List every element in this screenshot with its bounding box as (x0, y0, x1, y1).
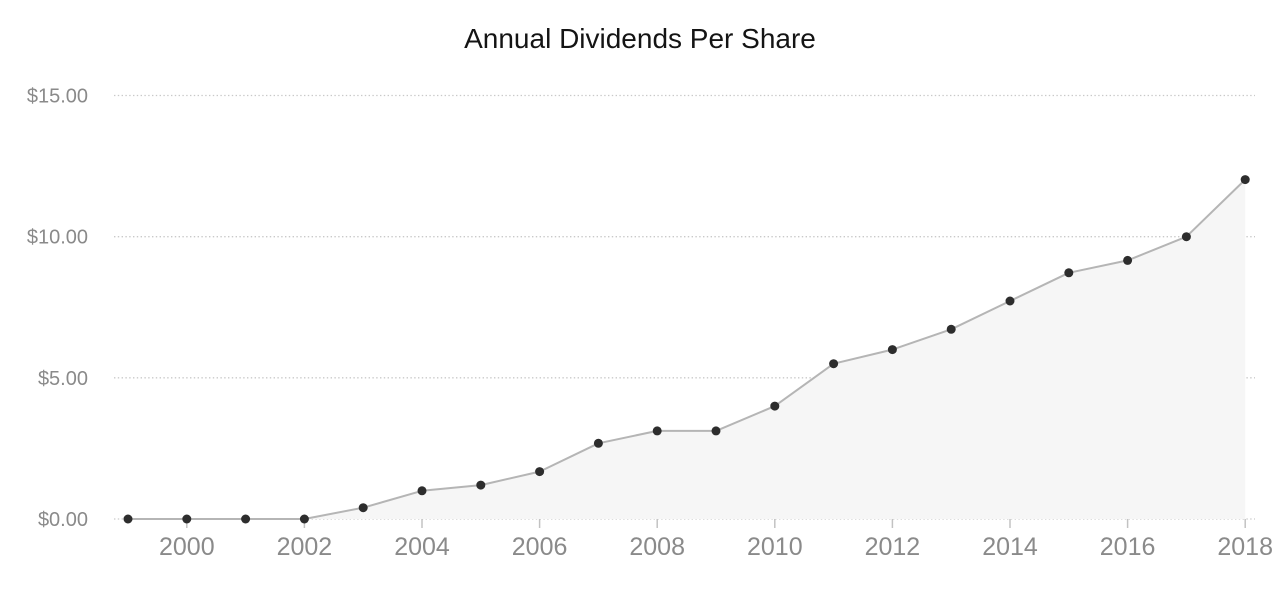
data-point-2012 (887, 345, 897, 355)
chart-title: Annual Dividends Per Share (464, 23, 816, 54)
data-point-2004 (417, 486, 427, 496)
series-layer (123, 175, 1250, 524)
series-area-fill (128, 179, 1246, 519)
y-axis-label-5: $5.00 (38, 368, 88, 390)
data-point-2006 (535, 467, 545, 477)
data-point-2003 (358, 503, 368, 513)
data-point-2011 (829, 359, 839, 369)
x-axis-label-2008: 2008 (629, 533, 685, 561)
x-axis-label-2004: 2004 (394, 533, 450, 561)
data-point-2015 (1064, 268, 1074, 278)
data-point-2009 (711, 426, 721, 436)
data-point-2008 (652, 426, 662, 436)
data-point-2014 (1005, 296, 1015, 306)
x-axis-label-2002: 2002 (277, 533, 333, 561)
y-axis-label-15: $15.00 (27, 86, 88, 108)
x-axis-label-2010: 2010 (747, 533, 803, 561)
x-axis-label-2014: 2014 (982, 533, 1038, 561)
x-axis-label-2012: 2012 (865, 533, 921, 561)
data-point-2010 (770, 401, 780, 411)
y-axis-label-0: $0.00 (38, 509, 88, 531)
x-axis-label-2000: 2000 (159, 533, 215, 561)
x-axis-label-2006: 2006 (512, 533, 568, 561)
x-axis-layer: 2000 2002 2004 2006 2008 2010 2012 2014 2016 2018 (159, 519, 1273, 561)
data-point-2002 (299, 514, 309, 524)
data-point-2017 (1181, 232, 1191, 242)
data-point-2007 (593, 438, 603, 448)
y-axis-labels-layer: $0.00 $5.00 $10.00 $15.00 (27, 86, 88, 532)
data-point-2016 (1123, 255, 1133, 265)
data-point-2013 (946, 324, 956, 334)
data-point-2005 (476, 480, 486, 490)
data-point-1999 (123, 514, 133, 524)
x-axis-label-2018: 2018 (1217, 533, 1273, 561)
y-axis-label-10: $10.00 (27, 227, 88, 249)
series-line (127, 178, 1247, 520)
data-point-2018 (1240, 175, 1250, 185)
data-point-2001 (241, 514, 251, 524)
data-point-2000 (182, 514, 192, 524)
x-axis-label-2016: 2016 (1100, 533, 1156, 561)
